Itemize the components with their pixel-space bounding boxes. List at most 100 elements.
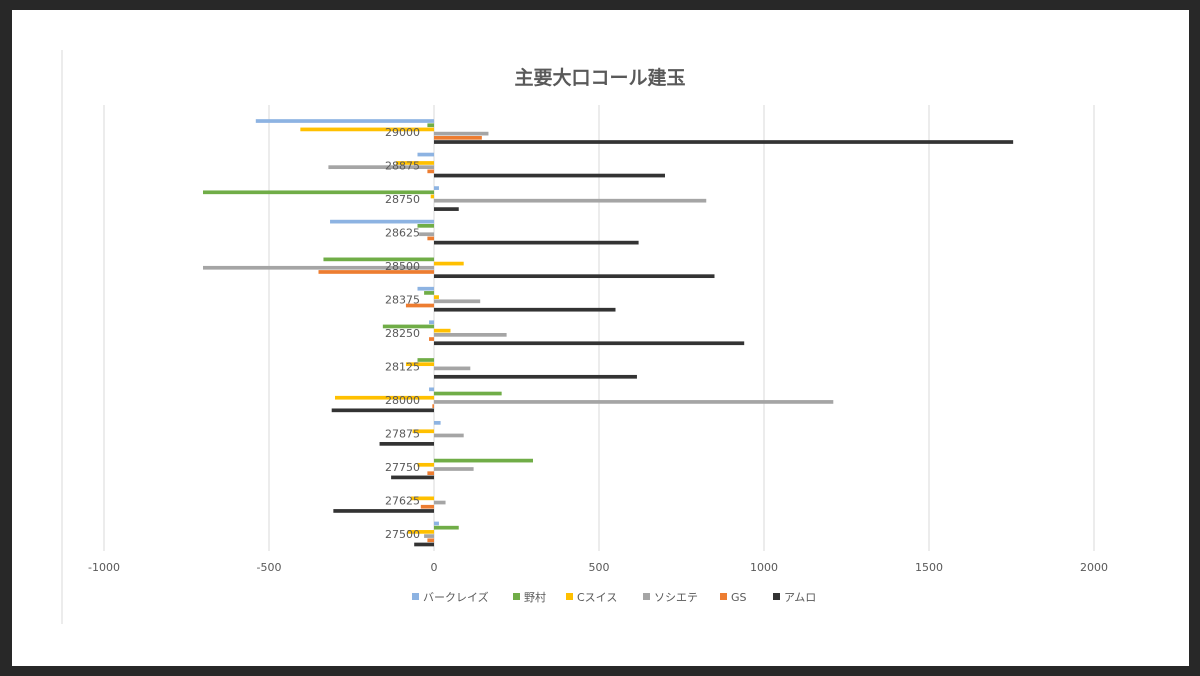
bar <box>417 462 434 467</box>
legend-entry[interactable]: ソシエテ <box>654 591 698 604</box>
bar <box>331 408 434 413</box>
x-tick-label: 0 <box>431 561 438 574</box>
bar <box>434 131 489 136</box>
bar <box>318 270 434 274</box>
bar <box>427 236 434 241</box>
legend-swatch <box>412 593 419 600</box>
bar <box>427 169 434 174</box>
legend-entry[interactable]: Cスイス <box>577 591 617 604</box>
bar <box>417 152 434 157</box>
bar <box>434 135 482 140</box>
chart-frame: 主要大口コール建玉 29000 28875 28750 28625 28500 28375… <box>12 10 1189 666</box>
category-label: 28875 <box>385 159 420 172</box>
bar <box>420 504 434 509</box>
bar <box>434 299 481 304</box>
category-label: 28375 <box>385 293 420 306</box>
bar <box>427 538 434 543</box>
bar <box>434 186 439 190</box>
legend-swatch <box>566 593 573 600</box>
bar <box>429 387 434 392</box>
gridlines <box>103 105 1095 551</box>
bar <box>405 303 434 308</box>
bar <box>396 161 434 165</box>
chart-area: 主要大口コール建玉 29000 28875 28750 28625 28500 28375… <box>61 50 1108 624</box>
bar <box>434 328 451 333</box>
bar <box>405 362 434 367</box>
category-label: 27500 <box>385 528 420 541</box>
bar <box>434 295 439 299</box>
bar <box>424 534 434 538</box>
x-tick-labels: -1000 -500 0 500 1000 1500 2000 <box>88 561 1108 574</box>
bar <box>335 395 434 400</box>
bar <box>429 337 434 341</box>
chart-title: 主要大口コール建玉 <box>514 66 685 89</box>
bar <box>427 123 434 128</box>
category-label: 27875 <box>385 428 420 441</box>
bar <box>434 307 616 312</box>
x-tick-label: -1000 <box>88 561 120 574</box>
bar <box>427 471 434 476</box>
legend-swatch <box>643 593 650 600</box>
bar <box>412 429 434 434</box>
bar <box>434 207 459 211</box>
legend-entry[interactable]: 野村 <box>524 590 546 604</box>
category-label: 29000 <box>385 126 420 139</box>
x-tick-label: 1500 <box>915 561 943 574</box>
legend[interactable]: バークレイズ 野村 Cスイス ソシエテ GS アムロ <box>412 590 816 604</box>
bar <box>407 530 434 534</box>
bar <box>434 525 459 530</box>
legend-swatch <box>720 593 727 600</box>
bar <box>434 391 502 396</box>
bar <box>434 261 464 266</box>
bar <box>391 475 434 480</box>
bar <box>434 198 707 203</box>
bar <box>417 286 434 291</box>
bars <box>203 119 1014 547</box>
bar <box>203 265 434 270</box>
category-label: 28125 <box>385 361 420 374</box>
bar <box>434 341 745 346</box>
legend-entry[interactable]: バークレイズ <box>423 590 489 604</box>
bar <box>417 358 434 362</box>
category-label: 27750 <box>385 461 420 474</box>
legend-swatch <box>513 593 520 600</box>
bar <box>434 374 637 379</box>
bar <box>330 219 434 224</box>
bar <box>328 165 434 170</box>
x-tick-label: 1000 <box>750 561 778 574</box>
bar <box>434 173 665 178</box>
bar <box>434 500 446 505</box>
category-label: 28000 <box>385 394 420 407</box>
bar <box>300 127 434 132</box>
category-labels: 29000 28875 28750 28625 28500 28375 28250 28125… <box>385 126 420 541</box>
bar <box>434 240 639 245</box>
bar <box>414 542 434 547</box>
bar <box>430 194 434 199</box>
bar <box>333 509 434 513</box>
bar <box>379 442 434 446</box>
bar <box>434 467 474 471</box>
bar <box>382 324 434 329</box>
bar <box>434 274 715 279</box>
legend-entry[interactable]: アムロ <box>784 591 816 604</box>
category-label: 27625 <box>385 495 420 508</box>
bar <box>434 421 441 425</box>
legend-entry[interactable]: GS <box>731 591 747 604</box>
bar <box>434 366 471 371</box>
bar <box>434 400 834 404</box>
bar <box>434 140 1014 144</box>
bar <box>417 223 434 228</box>
bar <box>429 320 434 325</box>
x-tick-label: 500 <box>589 561 610 574</box>
bar <box>434 333 507 337</box>
bar <box>434 458 533 463</box>
bar <box>434 521 439 526</box>
bar <box>434 433 464 438</box>
bar <box>203 190 434 195</box>
bar <box>323 257 434 262</box>
category-label: 28250 <box>385 327 420 340</box>
bar <box>419 232 434 237</box>
category-label: 28500 <box>385 260 420 273</box>
legend-swatch <box>773 593 780 600</box>
bar <box>410 496 434 501</box>
